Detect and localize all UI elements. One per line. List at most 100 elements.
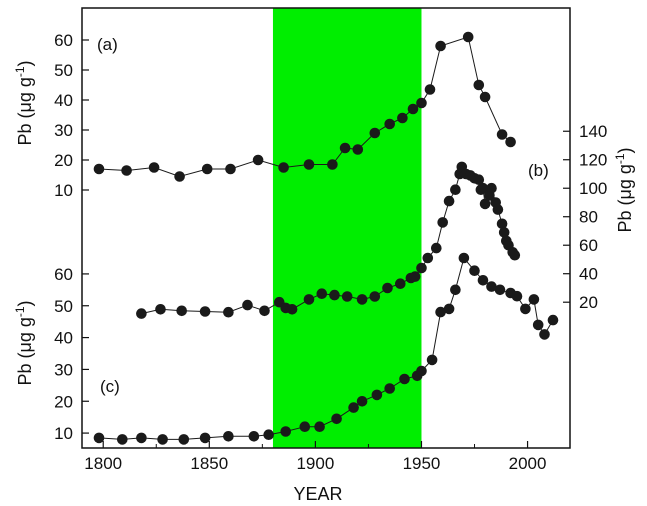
point-c-2003 xyxy=(528,294,540,305)
point-b-1947 xyxy=(409,271,421,282)
y-tick-label-b-40: 40 xyxy=(579,265,598,284)
y-title-b-tail: ) xyxy=(615,147,635,153)
point-b-1915 xyxy=(341,291,353,302)
point-a-1928 xyxy=(369,127,381,139)
point-c-1999 xyxy=(520,303,531,315)
point-c-1966 xyxy=(450,284,461,296)
x-tick-label-1850: 1850 xyxy=(190,454,228,473)
point-b-1953 xyxy=(422,252,434,264)
highlight-band xyxy=(272,8,422,448)
point-c-1895 xyxy=(299,421,311,433)
point-b-1922 xyxy=(356,294,368,305)
point-c-2005 xyxy=(532,319,544,331)
point-a-1811 xyxy=(121,165,132,176)
point-a-1959 xyxy=(435,40,446,52)
point-a-1798 xyxy=(93,163,105,175)
y-title-a-main: Pb (μg g xyxy=(15,77,35,145)
y-tick-label-b-140: 140 xyxy=(579,122,607,141)
point-c-2008 xyxy=(539,329,550,340)
point-a-1873 xyxy=(252,154,264,166)
point-c-1922 xyxy=(356,396,368,407)
point-c-1838 xyxy=(178,434,190,445)
point-c-1871 xyxy=(248,431,260,442)
x-axis-title: YEAR xyxy=(293,484,342,504)
point-c-1859 xyxy=(223,431,234,442)
y-title-a-sup: -1 xyxy=(13,66,27,77)
y-title-b-sup: -1 xyxy=(613,153,627,164)
point-b-1876 xyxy=(259,305,270,317)
y-tick-label-a-40: 40 xyxy=(54,91,73,110)
point-c-1929 xyxy=(371,389,383,401)
point-a-1935 xyxy=(384,118,396,130)
point-b-1827 xyxy=(155,304,166,315)
point-b-1986 xyxy=(492,204,504,215)
point-b-1928 xyxy=(369,291,381,302)
panel-label-b: (b) xyxy=(528,161,549,180)
panel-label-c: (c) xyxy=(100,377,120,396)
y-tick-label-c-10: 10 xyxy=(54,424,73,443)
point-b-1957 xyxy=(431,242,442,254)
point-b-1889 xyxy=(286,304,298,315)
point-a-1908 xyxy=(327,159,338,170)
y-tick-label-c-60: 60 xyxy=(54,265,73,284)
point-c-1886 xyxy=(280,426,292,437)
point-c-1910 xyxy=(331,413,342,425)
point-c-1848 xyxy=(199,432,211,444)
y-tick-label-a-60: 60 xyxy=(54,31,73,50)
point-c-1918 xyxy=(348,402,359,413)
y-axis-title-b: Pb (μg g-1) xyxy=(613,147,635,232)
y-title-c-main: Pb (μg g xyxy=(15,317,35,385)
point-a-1920 xyxy=(352,144,364,155)
y-tick-label-b-100: 100 xyxy=(579,179,607,198)
plot-frame xyxy=(81,7,571,449)
point-a-1950 xyxy=(416,97,427,109)
point-c-1979 xyxy=(477,275,489,286)
y-axis-title-c: Pb (μg g-1) xyxy=(13,300,35,385)
x-tick-label-2000: 2000 xyxy=(509,454,547,473)
point-c-1942 xyxy=(399,373,410,385)
y-tick-label-b-60: 60 xyxy=(579,236,598,255)
point-a-1977 xyxy=(473,79,485,91)
point-b-1909 xyxy=(329,289,340,301)
y-tick-label-a-20: 20 xyxy=(54,151,73,170)
point-b-1980 xyxy=(479,198,491,210)
y-title-c-tail: ) xyxy=(15,300,35,306)
point-a-1836 xyxy=(174,171,185,182)
point-b-1859 xyxy=(223,306,234,318)
series-layer xyxy=(93,31,559,445)
point-c-1970 xyxy=(458,252,470,264)
x-tick-label-1900: 1900 xyxy=(296,454,334,473)
point-a-1860 xyxy=(225,163,236,175)
x-tick-label-1800: 1800 xyxy=(84,454,122,473)
point-c-1959 xyxy=(435,306,446,318)
point-c-1987 xyxy=(494,284,506,296)
point-b-1837 xyxy=(176,305,187,317)
point-a-1954 xyxy=(424,84,436,95)
y-tick-label-a-10: 10 xyxy=(54,181,73,200)
point-c-1818 xyxy=(136,432,147,444)
point-a-1946 xyxy=(407,103,419,115)
point-b-1994 xyxy=(509,249,521,261)
point-b-1960 xyxy=(437,217,449,228)
x-tick-label-1950: 1950 xyxy=(403,454,441,473)
point-b-1977 xyxy=(473,174,485,185)
y-tick-label-c-40: 40 xyxy=(54,329,73,348)
point-a-1992 xyxy=(505,136,516,148)
y-tick-label-b-80: 80 xyxy=(579,208,598,227)
point-c-1950 xyxy=(416,365,427,377)
point-b-1963 xyxy=(443,195,455,207)
point-b-1897 xyxy=(303,294,315,305)
point-c-1798 xyxy=(93,432,105,444)
point-b-1940 xyxy=(395,278,406,290)
point-c-1995 xyxy=(511,290,523,302)
point-a-1824 xyxy=(148,162,160,173)
point-c-1809 xyxy=(117,434,128,445)
point-c-1902 xyxy=(314,421,325,433)
y-tick-label-a-30: 30 xyxy=(54,121,73,140)
point-b-1989 xyxy=(498,227,510,238)
point-a-1897 xyxy=(303,159,315,170)
point-a-1914 xyxy=(339,142,351,154)
point-a-1972 xyxy=(462,31,474,43)
point-c-1955 xyxy=(426,354,438,366)
point-b-1848 xyxy=(199,306,211,317)
